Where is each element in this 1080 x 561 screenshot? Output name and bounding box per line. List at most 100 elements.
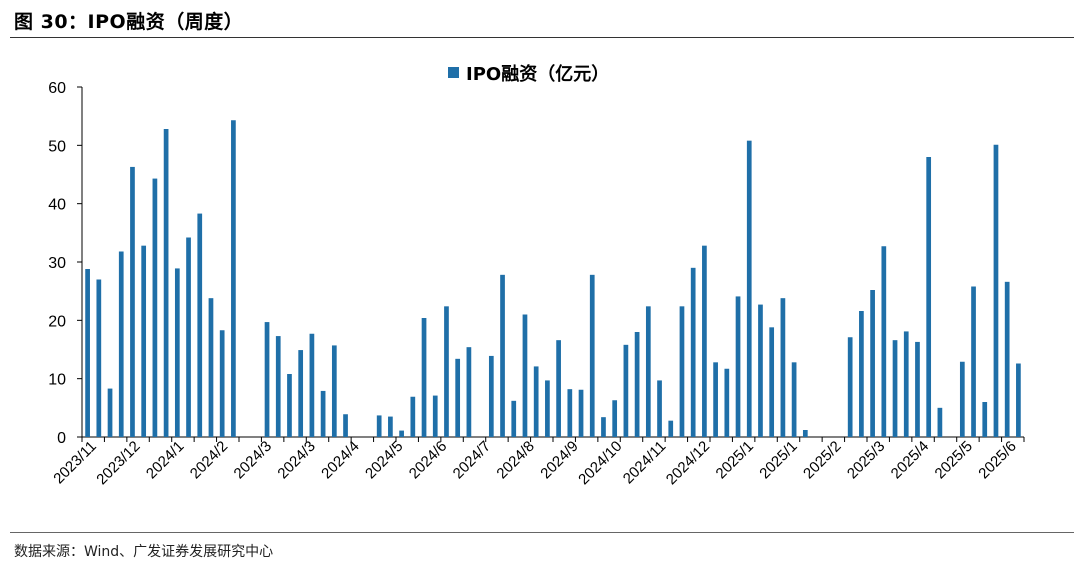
- bar: [578, 389, 584, 437]
- bar: [847, 337, 853, 437]
- bar: [388, 416, 393, 437]
- bar: [589, 274, 595, 437]
- bar-series: [85, 120, 1021, 438]
- source-note: 数据来源：Wind、广发证券发展研究中心: [14, 544, 274, 560]
- x-tick-label: 2025/3: [844, 438, 888, 482]
- bar: [657, 380, 662, 437]
- x-tick-label: 2024/1: [143, 438, 187, 482]
- bar: [231, 120, 236, 437]
- bar: [612, 400, 618, 437]
- bar: [309, 333, 315, 437]
- bar: [410, 396, 416, 437]
- bar: [298, 350, 304, 437]
- chart-legend: IPO融资（亿元）: [448, 63, 609, 85]
- bar: [197, 213, 203, 437]
- x-tick-label: 2025/6: [975, 438, 1019, 482]
- bar: [668, 420, 674, 437]
- x-tick-label: 2024/5: [362, 438, 406, 482]
- y-tick-label: 10: [48, 372, 66, 389]
- bar: [107, 388, 113, 437]
- bar: [690, 267, 696, 437]
- y-tick-label: 30: [48, 255, 66, 272]
- bar: [186, 237, 191, 437]
- bar: [724, 368, 730, 437]
- bar: [937, 407, 943, 437]
- bar: [1016, 363, 1021, 437]
- y-tick-label: 40: [48, 197, 66, 214]
- bar: [993, 144, 999, 437]
- bar: [746, 140, 752, 438]
- bar: [601, 417, 606, 437]
- y-axis: 0 10 20 30 40 50 60: [48, 80, 83, 447]
- bar: [735, 296, 741, 437]
- bar: [545, 380, 550, 437]
- bar: [926, 157, 932, 437]
- bar: [623, 344, 629, 437]
- bar: [556, 340, 561, 437]
- x-tick-label: 2023/12: [93, 438, 143, 488]
- bottom-rule: [10, 532, 1074, 533]
- x-tick-label: 2024/12: [663, 438, 713, 488]
- bar: [511, 400, 517, 437]
- bar: [522, 314, 528, 437]
- bar: [903, 331, 909, 437]
- bar: [331, 345, 337, 437]
- x-tick-label: 2025/5: [932, 438, 976, 482]
- x-tick-label: 2024/3: [274, 438, 318, 482]
- y-tick-label: 20: [48, 313, 66, 330]
- bar: [421, 318, 427, 437]
- bar: [802, 430, 808, 437]
- bar: [881, 246, 887, 437]
- bar: [432, 395, 438, 437]
- bar: [85, 269, 90, 437]
- y-tick-label: 50: [48, 138, 66, 155]
- bar: [208, 298, 214, 437]
- bar: [264, 322, 270, 437]
- bar: [791, 362, 797, 437]
- bar: [141, 245, 147, 437]
- x-tick-label: 2024/3: [231, 438, 275, 482]
- legend-swatch: [448, 67, 459, 78]
- bar: [152, 178, 158, 437]
- x-tick-label: 2025/2: [800, 438, 844, 482]
- bar: [500, 274, 505, 437]
- bar: [959, 361, 965, 437]
- bar: [376, 415, 382, 437]
- top-rule: [10, 37, 1074, 38]
- bar: [533, 366, 539, 437]
- bar: [275, 336, 281, 437]
- bar: [455, 358, 461, 437]
- bar: [320, 390, 326, 437]
- bar: [287, 374, 292, 437]
- bar: [758, 304, 763, 437]
- bar: [679, 306, 685, 437]
- bar: [780, 298, 786, 437]
- bar: [343, 414, 348, 437]
- bar: [634, 332, 640, 437]
- legend-label: IPO融资（亿元）: [466, 63, 609, 85]
- y-tick-label: 0: [57, 430, 66, 447]
- bar: [971, 286, 976, 437]
- x-tick-label: 2024/2: [187, 438, 231, 482]
- x-tick-label: 2025/1: [756, 438, 800, 482]
- x-tick-label: 2025/4: [888, 438, 932, 482]
- x-tick-label: 2024/10: [575, 438, 625, 488]
- x-tick-label: 2024/8: [493, 438, 537, 482]
- bar: [444, 306, 449, 437]
- x-tick-label: 2024/11: [620, 438, 670, 488]
- x-tick-label: 2024/7: [450, 438, 494, 482]
- bar: [96, 279, 102, 437]
- bar: [769, 327, 775, 437]
- bar: [219, 330, 225, 437]
- bar: [892, 340, 898, 437]
- bar: [399, 430, 404, 437]
- y-tick-label: 60: [48, 80, 66, 97]
- figure-title: 图 30：IPO融资（周度）: [14, 11, 244, 33]
- bar: [118, 251, 124, 437]
- bar: [174, 268, 180, 437]
- bar: [130, 166, 135, 438]
- bar: [859, 311, 864, 437]
- bar: [466, 347, 472, 437]
- bar: [488, 355, 494, 437]
